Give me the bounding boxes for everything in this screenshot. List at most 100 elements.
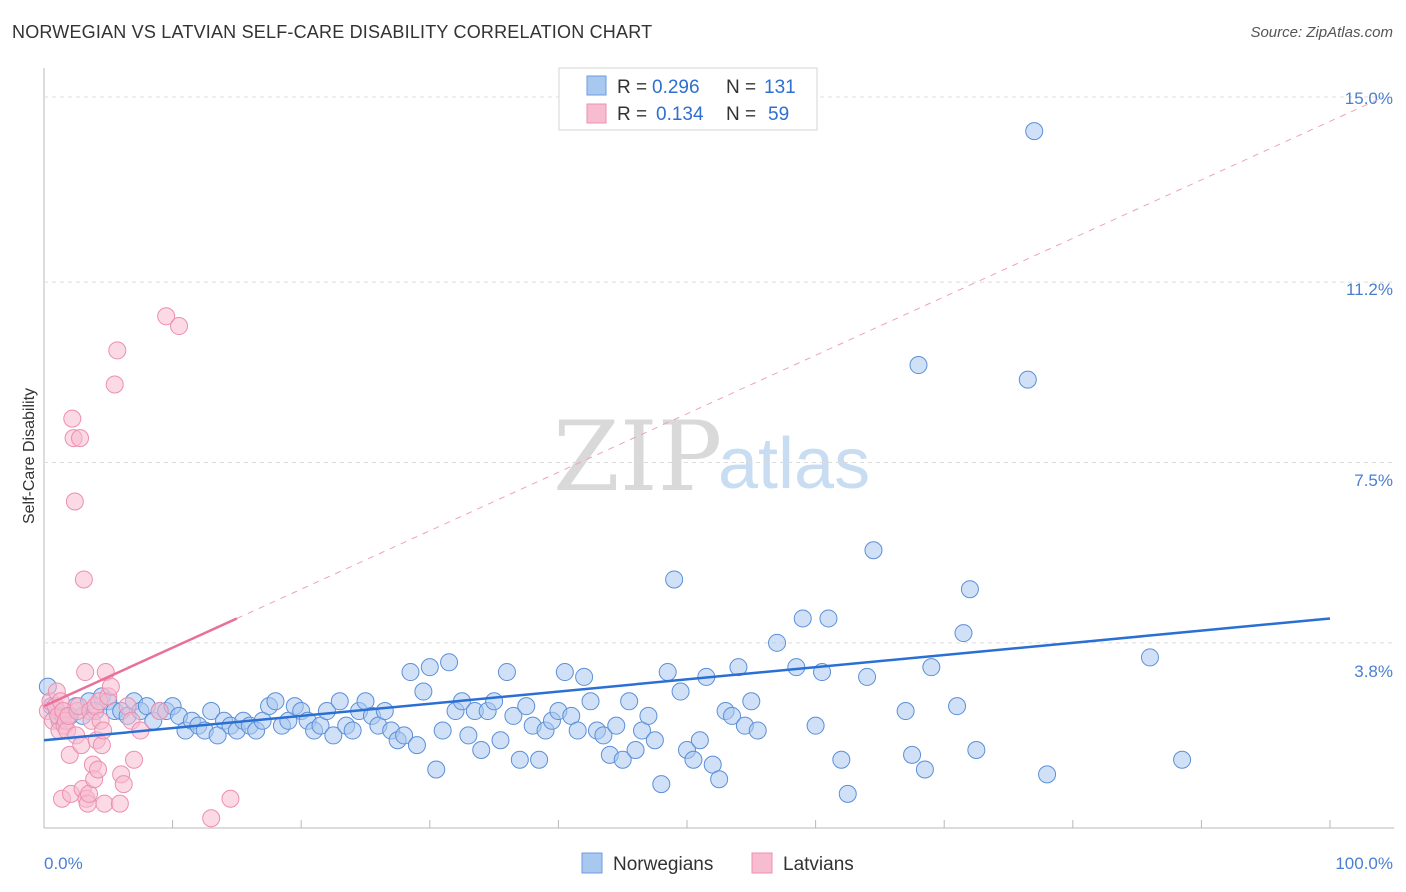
norwegians-point bbox=[626, 741, 645, 760]
norwegians-point bbox=[742, 692, 761, 711]
norwegians-point bbox=[555, 663, 574, 682]
norwegians-point bbox=[1140, 648, 1159, 667]
norwegians-point bbox=[909, 356, 928, 375]
norwegians-point bbox=[748, 721, 767, 740]
latvians-point bbox=[76, 663, 95, 682]
norwegians-point bbox=[922, 658, 941, 677]
legend-n-value: 59 bbox=[768, 104, 789, 125]
watermark-atlas: atlas bbox=[718, 424, 870, 504]
norwegians-point bbox=[407, 736, 426, 755]
norwegians-point bbox=[793, 609, 812, 628]
norwegians-point bbox=[375, 702, 394, 721]
norwegians-point bbox=[395, 726, 414, 745]
norwegians-point bbox=[710, 770, 729, 789]
norwegians-point bbox=[787, 658, 806, 677]
legend-n-label: N = bbox=[726, 77, 756, 98]
norwegians-point bbox=[838, 784, 857, 803]
series-legend: Norwegians Latvians bbox=[581, 852, 854, 875]
norwegians-point bbox=[485, 692, 504, 711]
norwegians-point bbox=[1038, 765, 1057, 784]
norwegians-point bbox=[504, 706, 523, 725]
latvians-point bbox=[221, 789, 240, 808]
latvians-point bbox=[95, 794, 114, 813]
data-points bbox=[38, 122, 1331, 828]
norwegians-point bbox=[433, 721, 452, 740]
latvians-trend-extension bbox=[236, 96, 1384, 619]
norwegians-point bbox=[723, 706, 742, 725]
latvians-point bbox=[63, 409, 82, 428]
gridlines bbox=[44, 96, 1394, 644]
norwegians-point bbox=[1025, 122, 1044, 141]
norwegians-point bbox=[864, 541, 883, 560]
latvians-trend-line bbox=[43, 617, 238, 708]
legend-r-label: R = bbox=[617, 77, 647, 98]
norwegians-point bbox=[896, 702, 915, 721]
norwegians-point bbox=[324, 726, 343, 745]
latvians-point bbox=[105, 375, 124, 394]
y-tick-label: 15.0% bbox=[1345, 89, 1393, 108]
latvians-point bbox=[72, 736, 91, 755]
legend-n-label: N = bbox=[726, 104, 756, 125]
series-label-latvians: Latvians bbox=[783, 854, 854, 875]
legend-r-value: 0.296 bbox=[652, 77, 700, 98]
norwegians-point bbox=[568, 721, 587, 740]
norwegians-point bbox=[491, 731, 510, 750]
norwegians-point bbox=[960, 580, 979, 599]
latvians-point bbox=[202, 809, 221, 828]
norwegians-point bbox=[1173, 750, 1192, 769]
series-swatch-norwegians bbox=[581, 852, 603, 874]
correlation-legend: R = 0.296 N = 131 R = 0.134 N = 59 bbox=[558, 67, 818, 131]
norwegians-point bbox=[575, 667, 594, 686]
legend-swatch-norwegians bbox=[586, 75, 607, 96]
norwegians-point bbox=[472, 741, 491, 760]
norwegians-point bbox=[948, 697, 967, 716]
series-swatch-latvians bbox=[751, 852, 773, 874]
norwegians-trend-line bbox=[43, 617, 1331, 742]
latvians-point bbox=[101, 677, 120, 696]
norwegians-point bbox=[639, 706, 658, 725]
norwegians-point bbox=[665, 570, 684, 589]
latvians-point bbox=[157, 307, 176, 326]
series-label-norwegians: Norwegians bbox=[613, 854, 713, 875]
norwegians-point bbox=[594, 726, 613, 745]
x-tick-label: 100.0% bbox=[1335, 854, 1393, 873]
norwegians-point bbox=[440, 653, 459, 672]
norwegians-point bbox=[915, 760, 934, 779]
norwegians-point bbox=[819, 609, 838, 628]
norwegians-point bbox=[266, 692, 285, 711]
latvians-point bbox=[150, 702, 169, 721]
latvians-point bbox=[74, 570, 93, 589]
norwegians-point bbox=[858, 667, 877, 686]
norwegians-point bbox=[510, 750, 529, 769]
legend-n-value: 131 bbox=[764, 77, 796, 98]
norwegians-point bbox=[581, 692, 600, 711]
latvians-point bbox=[125, 750, 144, 769]
norwegians-point bbox=[613, 750, 632, 769]
norwegians-point bbox=[903, 745, 922, 764]
norwegians-point bbox=[620, 692, 639, 711]
chart-title: NORWEGIAN VS LATVIAN SELF-CARE DISABILIT… bbox=[12, 22, 653, 42]
norwegians-point bbox=[652, 775, 671, 794]
y-tick-label: 3.8% bbox=[1354, 662, 1393, 681]
norwegians-point bbox=[671, 682, 690, 701]
norwegians-point bbox=[658, 663, 677, 682]
x-ticks bbox=[43, 820, 1331, 828]
x-tick-label: 0.0% bbox=[44, 854, 83, 873]
norwegians-point bbox=[401, 663, 420, 682]
y-tick-label: 11.2% bbox=[1346, 280, 1393, 299]
norwegians-point bbox=[690, 731, 709, 750]
norwegians-point bbox=[420, 658, 439, 677]
latvians-point bbox=[114, 775, 133, 794]
watermark-zip: ZIP bbox=[553, 401, 722, 513]
norwegians-point bbox=[806, 716, 825, 735]
norwegians-point bbox=[343, 721, 362, 740]
latvians-point bbox=[110, 794, 129, 813]
y-tick-label: 7.5% bbox=[1354, 471, 1393, 490]
norwegians-point bbox=[530, 750, 549, 769]
norwegians-point bbox=[202, 702, 221, 721]
norwegians-point bbox=[645, 731, 664, 750]
latvians-point bbox=[89, 760, 108, 779]
trend-lines bbox=[236, 96, 1384, 619]
norwegians-point bbox=[330, 692, 349, 711]
